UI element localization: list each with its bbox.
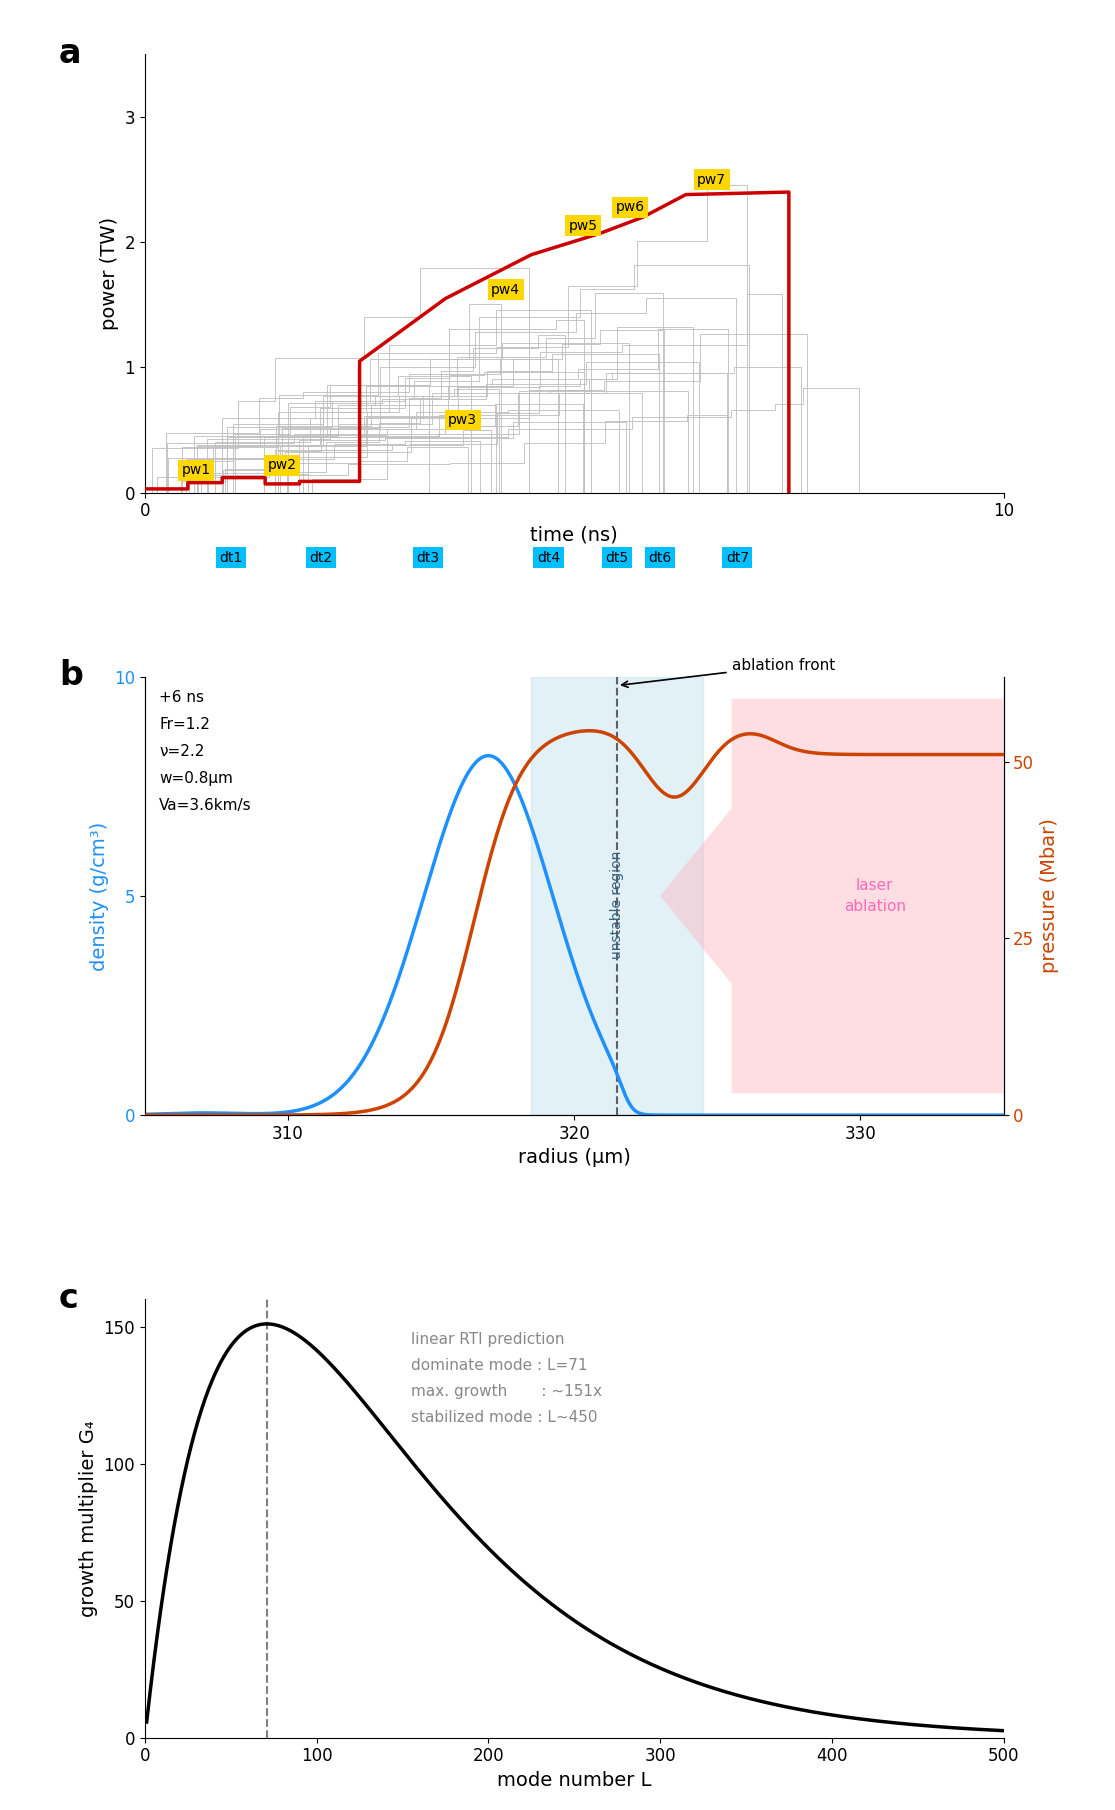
Bar — [532, 677, 704, 1115]
Text: a: a — [59, 36, 81, 71]
X-axis label: radius (μm): radius (μm) — [517, 1148, 631, 1167]
Text: pw2: pw2 — [268, 458, 297, 472]
Text: b: b — [59, 659, 83, 691]
Text: linear RTI prediction
dominate mode : L=71
max. growth       : ~151x
stabilized : linear RTI prediction dominate mode : L=… — [411, 1332, 602, 1424]
Text: laser
ablation: laser ablation — [844, 878, 905, 914]
Polygon shape — [660, 699, 1004, 1093]
Text: pw3: pw3 — [448, 413, 477, 427]
Text: pw5: pw5 — [569, 219, 598, 233]
Y-axis label: growth multiplier G₄: growth multiplier G₄ — [79, 1421, 98, 1616]
Text: dt3: dt3 — [417, 550, 439, 565]
Text: unstable region: unstable region — [610, 851, 624, 959]
X-axis label: mode number L: mode number L — [497, 1770, 651, 1790]
Text: dt1: dt1 — [220, 550, 242, 565]
Text: dt5: dt5 — [605, 550, 629, 565]
Text: c: c — [59, 1281, 79, 1314]
Y-axis label: power (TW): power (TW) — [100, 217, 119, 329]
Text: dt4: dt4 — [537, 550, 560, 565]
Text: dt2: dt2 — [309, 550, 332, 565]
Y-axis label: pressure (Mbar): pressure (Mbar) — [1040, 818, 1059, 974]
Text: pw1: pw1 — [182, 463, 211, 478]
Text: pw6: pw6 — [615, 201, 644, 214]
Text: pw4: pw4 — [491, 282, 520, 297]
Text: ablation front: ablation front — [622, 659, 835, 688]
Text: +6 ns
Fr=1.2
ν=2.2
w=0.8μm
Va=3.6km/s: +6 ns Fr=1.2 ν=2.2 w=0.8μm Va=3.6km/s — [159, 690, 252, 813]
Text: dt6: dt6 — [649, 550, 671, 565]
Text: dt7: dt7 — [726, 550, 749, 565]
Y-axis label: density (g/cm³): density (g/cm³) — [89, 822, 108, 970]
X-axis label: time (ns): time (ns) — [531, 527, 618, 545]
Text: pw7: pw7 — [697, 172, 726, 186]
